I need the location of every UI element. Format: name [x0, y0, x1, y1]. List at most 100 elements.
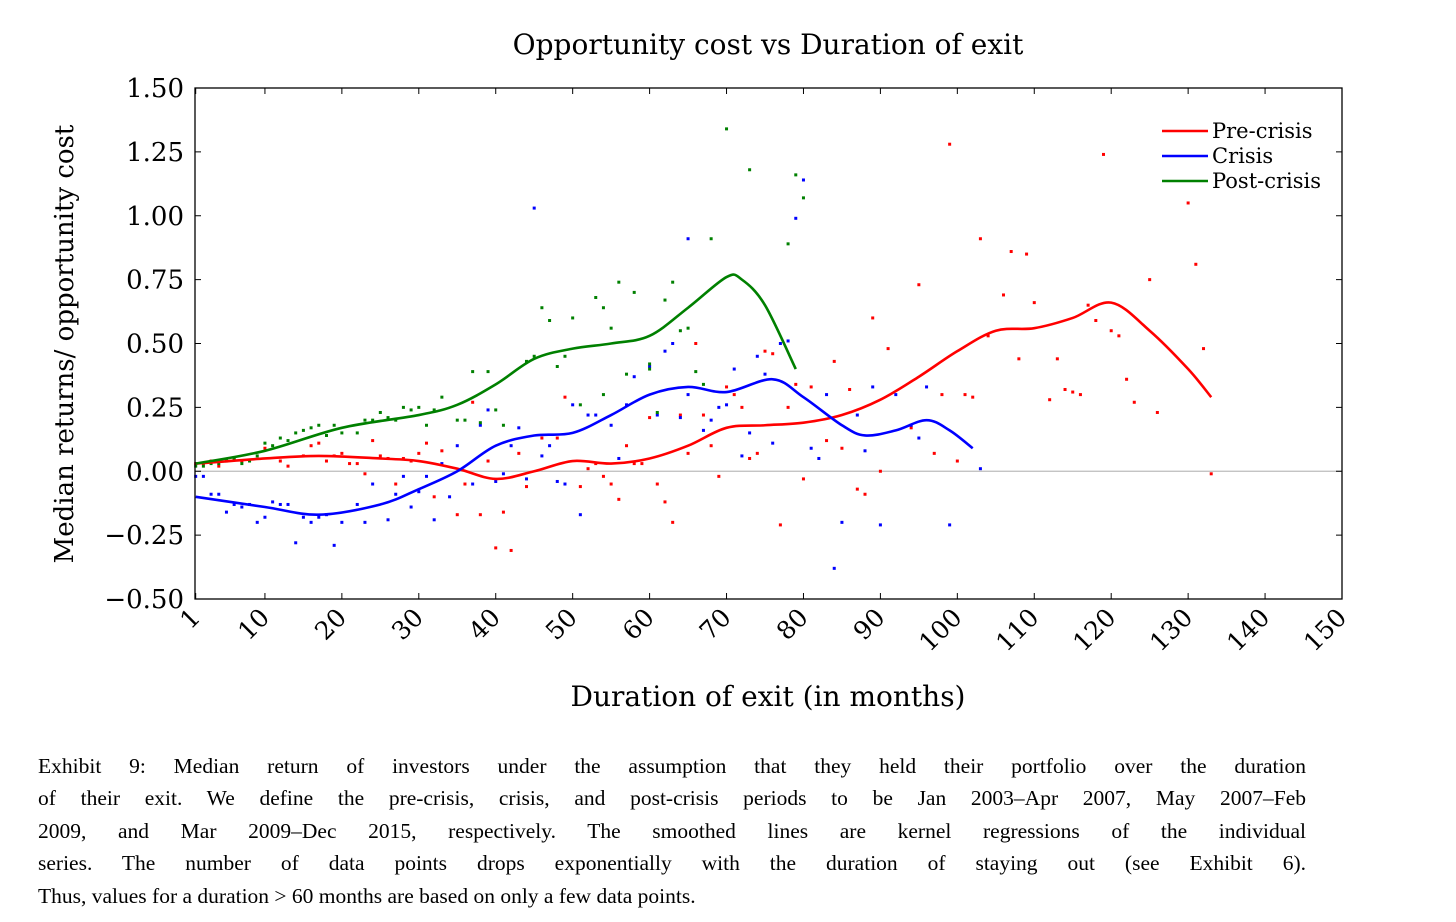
pre-crisis-point	[655, 482, 659, 486]
pre-crisis-point	[432, 495, 436, 499]
pre-crisis-point	[978, 237, 982, 241]
pre-crisis-point	[417, 451, 421, 455]
crisis-point	[294, 541, 298, 545]
post-crisis-point	[286, 439, 290, 443]
pre-crisis-point	[801, 477, 805, 481]
chart-marks	[194, 127, 1213, 570]
crisis-point	[840, 520, 844, 524]
pre-crisis-point	[971, 395, 975, 399]
crisis-point	[894, 393, 898, 397]
post-crisis-point	[417, 405, 421, 409]
pre-crisis-point	[632, 462, 636, 466]
crisis-point	[878, 523, 882, 527]
pre-crisis-point	[748, 456, 752, 460]
post-crisis-point	[617, 280, 621, 284]
x-tick-label: 110	[990, 603, 1044, 657]
crisis-point	[548, 444, 552, 448]
crisis-point	[825, 393, 829, 397]
post-crisis-point	[594, 296, 598, 300]
x-tick-label: 40	[463, 603, 506, 646]
crisis-point	[394, 492, 398, 496]
y-tick-label: 0.75	[126, 266, 184, 296]
post-crisis-point	[363, 418, 367, 422]
pre-crisis-point	[763, 349, 767, 353]
crisis-point	[255, 520, 259, 524]
figure-caption: Exhibit 9: Median return of investors un…	[38, 750, 1306, 912]
pre-crisis-point	[517, 451, 521, 455]
pre-crisis-point	[1009, 250, 1013, 254]
pre-crisis-point	[940, 393, 944, 397]
pre-crisis-point	[732, 393, 736, 397]
pre-crisis-point	[1078, 393, 1082, 397]
pre-crisis-point	[586, 467, 590, 471]
pre-crisis-point	[855, 487, 859, 491]
post-crisis-point	[278, 436, 282, 440]
crisis-point	[194, 474, 198, 478]
pre-crisis-point	[1048, 398, 1052, 402]
post-crisis-point	[794, 173, 798, 177]
crisis-point	[786, 339, 790, 343]
post-crisis-point	[340, 431, 344, 435]
pre-crisis-point	[640, 462, 644, 466]
pre-crisis-point	[525, 485, 529, 489]
crisis-point	[717, 405, 721, 409]
crisis-point	[809, 446, 813, 450]
post-crisis-point	[263, 441, 267, 445]
y-axis-label: Median returns/ opportunity cost	[50, 124, 80, 563]
post-crisis-point	[217, 462, 221, 466]
pre-crisis-point	[378, 454, 382, 458]
post-crisis-point	[455, 418, 459, 422]
crisis-point	[871, 385, 875, 389]
post-crisis-point	[532, 354, 536, 358]
pre-crisis-point	[509, 548, 513, 552]
pre-crisis-point	[771, 352, 775, 356]
pre-crisis-point	[832, 359, 836, 363]
y-tick-label: 1.25	[126, 138, 184, 168]
crisis-point	[240, 505, 244, 509]
crisis-point	[555, 479, 559, 483]
post-crisis-point	[701, 382, 705, 386]
pre-crisis-point	[348, 462, 352, 466]
crisis-point	[517, 426, 521, 430]
pre-crisis-point	[809, 385, 813, 389]
post-crisis-point	[686, 326, 690, 330]
crisis-point	[455, 444, 459, 448]
pre-crisis-point	[886, 347, 890, 351]
crisis-point	[201, 474, 205, 478]
pre-crisis-point	[778, 523, 782, 527]
pre-crisis-point	[786, 405, 790, 409]
pre-crisis-point	[963, 393, 967, 397]
post-crisis-point	[294, 431, 298, 435]
crisis-point	[917, 436, 921, 440]
crisis-point	[732, 367, 736, 371]
pre-crisis-point	[701, 413, 705, 417]
crisis-point	[663, 349, 667, 353]
crisis-point	[501, 472, 505, 476]
post-crisis-point	[471, 370, 475, 374]
caption-line: Thus, values for a duration > 60 months …	[38, 883, 696, 908]
post-crisis-point	[725, 127, 729, 131]
pre-crisis-point	[1155, 410, 1159, 414]
pre-crisis-point	[909, 426, 913, 430]
crisis-point	[863, 449, 867, 453]
x-tick-label: 80	[771, 603, 814, 646]
crisis-point	[817, 456, 821, 460]
x-axis-label: Duration of exit (in months)	[571, 680, 966, 713]
pre-crisis-point	[825, 439, 829, 443]
crisis-point	[217, 492, 221, 496]
pre-crisis-point	[878, 469, 882, 473]
crisis-point	[271, 500, 275, 504]
crisis-point	[486, 408, 490, 412]
pre-crisis-point	[794, 382, 798, 386]
y-tick-label: 0.25	[126, 393, 184, 423]
post-crisis-point	[271, 444, 275, 448]
pre-crisis-point	[871, 316, 875, 320]
pre-crisis-point	[578, 485, 582, 489]
crisis-point	[578, 513, 582, 517]
crisis-point	[709, 418, 713, 422]
post-crisis-point	[494, 408, 498, 412]
pre-crisis-point	[863, 492, 867, 496]
post-crisis-point	[571, 316, 575, 320]
pre-crisis-point	[278, 459, 282, 463]
crisis-point	[478, 423, 482, 427]
